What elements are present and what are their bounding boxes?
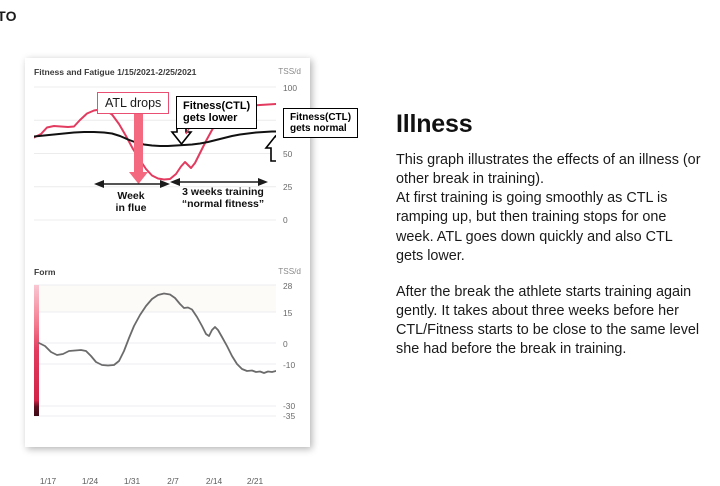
form-xtick-1: 1/24: [81, 476, 99, 486]
text-panel: Illness This graph illustrates the effec…: [396, 112, 720, 360]
form-top-band: [34, 285, 276, 312]
form-panel: Form TSS/d: [25, 258, 310, 443]
fitness-ytick-0: 0: [283, 215, 288, 225]
form-ytick-m30: -30: [283, 401, 296, 411]
form-xtick-0: 1/17: [39, 476, 57, 486]
form-plot-svg: [34, 284, 277, 417]
callout-ctl-gets-lower: Fitness(CTL) gets lower: [176, 96, 258, 129]
bracket-three-weeks: [170, 178, 268, 186]
ctl-line: [33, 130, 277, 147]
callout-atl-drops: ATL drops: [97, 92, 170, 114]
form-xtick-3: 2/7: [167, 476, 179, 486]
bracket-label-three-weeks: 3 weeks training “normal fitness”: [181, 186, 265, 211]
form-ytick-m35: -35: [283, 411, 296, 421]
body-paragraph-2: After the break the athlete starts train…: [396, 283, 700, 358]
form-panel-title: Form: [34, 267, 56, 277]
fitness-panel-title: Fitness and Fatigue 1/15/2021-2/25/2021: [34, 67, 197, 77]
form-ytick-28: 28: [283, 281, 293, 291]
form-ytick-15: 15: [283, 308, 293, 318]
body-paragraph-1: This graph illustrates the effects of an…: [396, 152, 701, 264]
form-panel-unit: TSS/d: [278, 267, 301, 276]
form-xtick-4: 2/14: [205, 476, 223, 486]
form-xtick-5: 2/21: [246, 476, 264, 486]
form-gridlines: [34, 284, 276, 417]
form-xtick-2: 1/31: [123, 476, 141, 486]
atl-drop-arrow: [129, 102, 148, 184]
fitness-ytick-50: 50: [283, 149, 293, 159]
fitness-fatigue-panel: Fitness and Fatigue 1/15/2021-2/25/2021 …: [25, 58, 310, 253]
page-title: Illness: [396, 110, 473, 138]
chart-card: Fitness and Fatigue 1/15/2021-2/25/2021 …: [25, 58, 310, 486]
bracket-label-week-in-flue: Week in flue: [115, 190, 147, 215]
fitness-ytick-100: 100: [283, 83, 297, 93]
form-ytick-m10: -10: [283, 360, 296, 370]
ctl-normal-arrow: [264, 134, 287, 162]
form-line: [38, 292, 277, 374]
bracket-week: [94, 180, 170, 188]
form-ytick-0: 0: [283, 339, 288, 349]
corner-label: ITO: [0, 8, 17, 24]
form-plot: [34, 284, 277, 417]
form-zone-bar: [34, 285, 39, 416]
fitness-ytick-25: 25: [283, 182, 293, 192]
fitness-panel-unit: TSS/d: [278, 67, 301, 76]
callout-ctl-gets-normal: Fitness(CTL) gets normal: [283, 108, 359, 139]
